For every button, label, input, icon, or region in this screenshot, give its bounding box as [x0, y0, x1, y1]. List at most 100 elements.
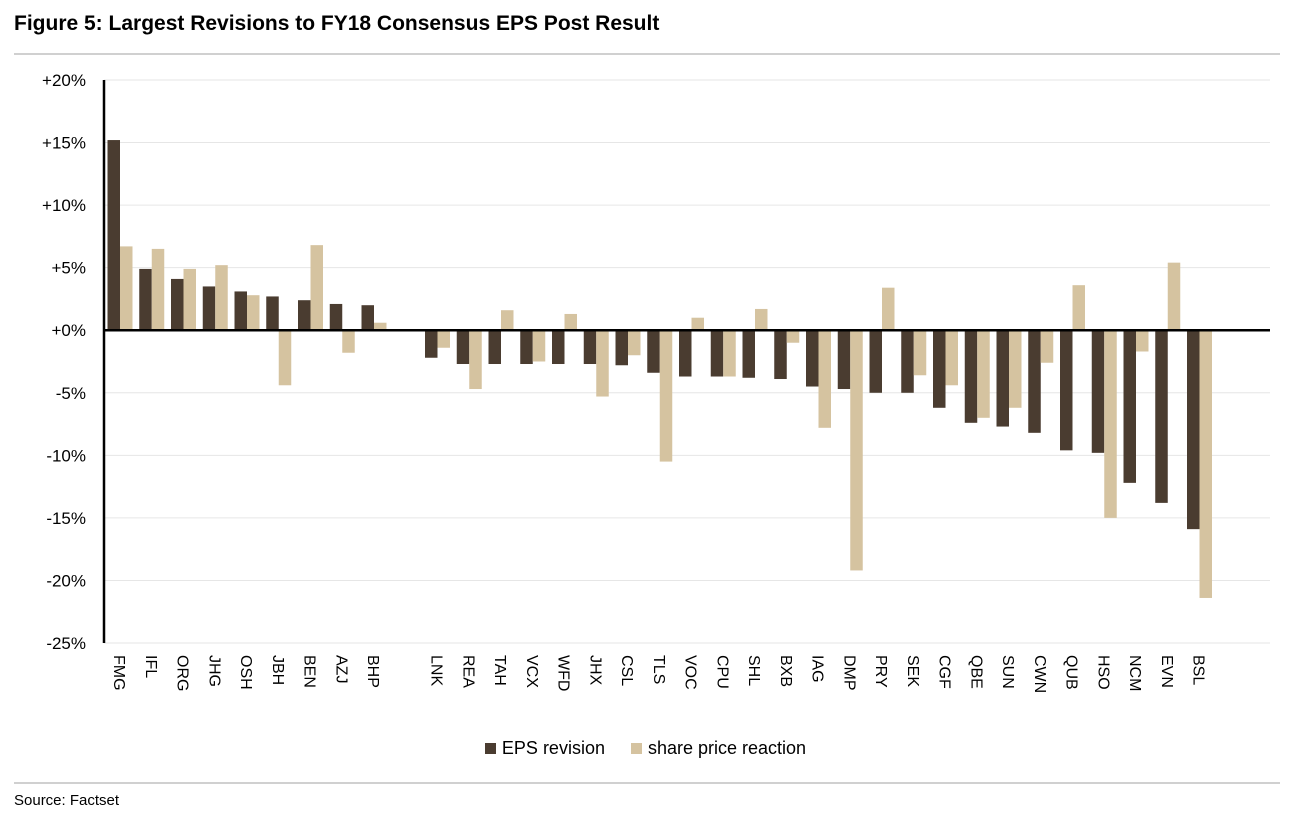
x-category-label: PRY [872, 655, 889, 688]
eps-revision-bar [964, 330, 978, 423]
x-category-label: OSH [237, 655, 254, 690]
share-price-bar [120, 246, 133, 331]
eps-revision-bar [837, 330, 851, 390]
share-price-bar [278, 330, 292, 386]
share-price-bar [215, 265, 228, 331]
legend: EPS revision share price reaction [0, 738, 1291, 759]
share-price-bar [564, 313, 577, 331]
eps-revision-bar [1123, 330, 1136, 483]
eps-revision-bar [742, 330, 755, 378]
x-category-label: FMG [110, 655, 127, 691]
x-category-label: EVN [1158, 655, 1175, 688]
share-price-bar [755, 308, 768, 331]
eps-revision-bar [361, 305, 374, 331]
eps-revision-bar [679, 330, 692, 377]
eps-revision-bar [1091, 330, 1105, 453]
eps-revision-bar [996, 330, 1009, 427]
x-category-label: IAG [809, 655, 826, 683]
x-category-label: TAH [491, 655, 508, 686]
eps-revision-bar [806, 330, 819, 387]
eps-revision-bar [266, 296, 279, 331]
share-price-bar [1167, 262, 1181, 331]
eps-revision-bar [647, 330, 660, 373]
share-price-bar [628, 330, 641, 356]
eps-revision-bar [552, 330, 565, 365]
share-price-bar [723, 330, 736, 377]
x-category-label: ORG [174, 655, 191, 691]
legend-item-share: share price reaction [630, 738, 806, 759]
y-tick-label: -10% [46, 446, 86, 465]
eps-revision-bar [869, 330, 882, 393]
share-price-bar [1040, 330, 1054, 363]
eps-revision-bar [1155, 330, 1168, 503]
x-category-label: WFD [555, 655, 572, 691]
share-price-bar [151, 248, 165, 331]
x-category-label: CGF [936, 655, 953, 689]
x-category-label: QBE [967, 655, 984, 689]
share-price-bar [342, 330, 355, 353]
eps-revision-bar [710, 330, 724, 377]
legend-label-eps: EPS revision [501, 738, 605, 758]
eps-revision-bar [139, 268, 152, 331]
legend-swatch-eps [484, 743, 496, 754]
y-tick-label: -25% [46, 634, 86, 653]
y-tick-label: +20% [42, 71, 86, 90]
y-tick-label: +0% [52, 321, 87, 340]
y-tick-label: -5% [56, 384, 86, 403]
x-category-label: JBH [269, 655, 286, 685]
eps-revision-bar [234, 291, 247, 331]
eps-revision-bar [901, 330, 914, 393]
share-price-bar [786, 330, 800, 343]
eps-revision-bar [1060, 330, 1073, 451]
top-divider [14, 53, 1280, 55]
x-category-label: BXB [777, 655, 794, 687]
share-price-bar [1072, 285, 1085, 331]
eps-revision-bar [1028, 330, 1041, 433]
chart-title: Figure 5: Largest Revisions to FY18 Cons… [14, 12, 660, 35]
x-category-label: JHG [205, 655, 222, 687]
x-category-label: SUN [999, 655, 1016, 689]
eps-revision-bar [1187, 330, 1200, 530]
eps-revision-bar [425, 330, 438, 358]
x-category-label: JHX [586, 655, 603, 686]
share-price-bar [532, 330, 546, 362]
x-category-label: NCM [1126, 655, 1143, 691]
share-price-bar [691, 317, 704, 331]
eps-revision-bar [329, 303, 343, 331]
eps-revision-bar [456, 330, 470, 365]
x-category-label: SEK [904, 655, 921, 687]
x-category-label: QUB [1063, 655, 1080, 690]
eps-revision-bar [298, 300, 311, 331]
bottom-divider [14, 782, 1280, 784]
share-price-bar [1136, 330, 1149, 352]
eps-revision-bar [615, 330, 628, 366]
x-category-label: REA [459, 655, 476, 688]
share-price-bar [469, 330, 482, 390]
eps-revision-bar [171, 278, 184, 331]
source-note: Source: Factset [14, 792, 120, 809]
x-category-label: AZJ [332, 655, 349, 683]
eps-revision-bar [520, 330, 533, 365]
share-price-bar [1009, 330, 1022, 408]
x-category-label: HSO [1094, 655, 1111, 690]
y-tick-label: -20% [46, 571, 86, 590]
y-tick-label: +10% [42, 196, 86, 215]
x-category-label: BSL [1190, 655, 1207, 685]
share-price-bar [501, 310, 514, 331]
share-price-bar [850, 330, 863, 571]
eps-revision-bar [202, 286, 216, 331]
x-category-label: VOC [682, 655, 699, 690]
eps-revision-bar [107, 140, 120, 331]
x-category-label: BEN [301, 655, 318, 688]
x-category-label: CSL [618, 655, 635, 686]
eps-revision-bar [488, 330, 501, 365]
share-price-bar [596, 330, 609, 397]
y-tick-label: +5% [52, 259, 87, 278]
x-category-label: BHP [364, 655, 381, 688]
x-category-label: IFL [142, 655, 159, 678]
legend-item-eps: EPS revision [484, 738, 605, 759]
y-tick-label: +15% [42, 134, 86, 153]
share-price-bar [310, 245, 323, 331]
share-price-bar [374, 322, 387, 331]
